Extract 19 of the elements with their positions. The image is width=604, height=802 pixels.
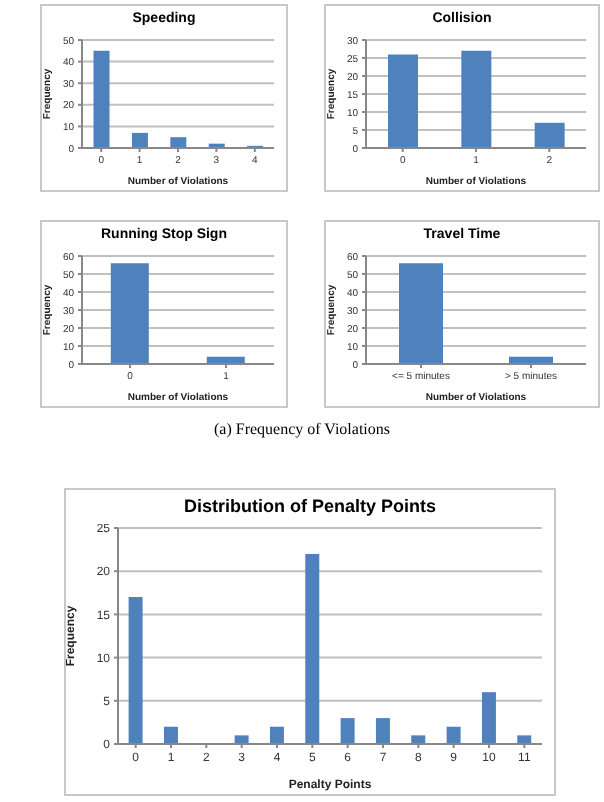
bar <box>481 692 496 744</box>
bar <box>93 50 110 148</box>
bar <box>411 735 426 744</box>
bar <box>305 553 320 744</box>
bar <box>131 132 148 148</box>
bar <box>375 718 390 744</box>
bar <box>170 137 187 148</box>
bar <box>340 718 355 744</box>
bar <box>128 597 143 744</box>
chart-title: Distribution of Penalty Points <box>181 496 438 516</box>
bar <box>234 735 249 744</box>
bar <box>269 726 284 744</box>
bar <box>534 122 565 148</box>
bar <box>461 50 492 148</box>
bar <box>446 726 461 744</box>
text: (a) Frequency of Violations <box>211 420 392 438</box>
bar <box>163 726 178 744</box>
bar <box>517 735 532 744</box>
bar <box>388 54 418 148</box>
